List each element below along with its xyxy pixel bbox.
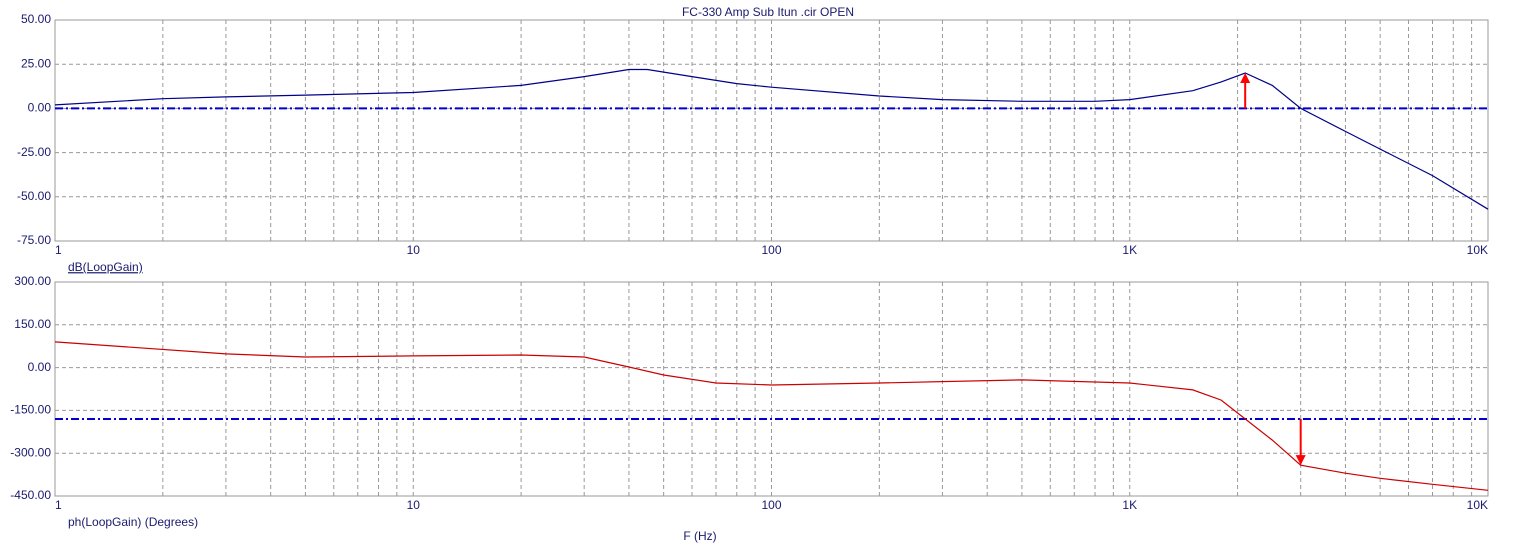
- marker-arrow-head: [1240, 73, 1251, 84]
- y-tick-label: -450.00: [10, 488, 51, 502]
- x-tick-label: 10: [407, 243, 421, 257]
- x-tick-label: 1: [55, 243, 62, 257]
- x-tick-label: 10: [407, 498, 421, 512]
- x-tick-label: 1K: [1122, 498, 1137, 512]
- y-tick-label: -25.00: [17, 145, 51, 159]
- x-tick-label: 100: [761, 498, 781, 512]
- y-tick-label: 0.00: [28, 360, 52, 374]
- x-tick-label: 100: [761, 243, 781, 257]
- series-line: [54, 341, 1489, 491]
- y-tick-label: 25.00: [21, 56, 51, 70]
- y-tick-label: -50.00: [17, 189, 51, 203]
- x-axis-label: F (Hz): [683, 529, 716, 543]
- y-tick-label: 300.00: [14, 274, 51, 288]
- y-tick-label: -75.00: [17, 233, 51, 247]
- x-tick-label: 1K: [1122, 243, 1137, 257]
- series-label: dB(LoopGain): [68, 260, 143, 274]
- x-tick-label: 10K: [1467, 498, 1488, 512]
- x-tick-label: 10K: [1467, 243, 1488, 257]
- marker-arrow-head: [1295, 455, 1306, 466]
- y-tick-label: 150.00: [14, 317, 51, 331]
- y-tick-label: 0.00: [28, 101, 52, 115]
- series-line: [54, 68, 1489, 210]
- y-tick-label: -150.00: [10, 403, 51, 417]
- series-label: ph(LoopGain) (Degrees): [68, 515, 198, 529]
- y-tick-label: -300.00: [10, 445, 51, 459]
- y-tick-label: 50.00: [21, 12, 51, 26]
- chart-title: FC-330 Amp Sub Itun .cir OPEN: [682, 5, 854, 19]
- x-tick-label: 1: [55, 498, 62, 512]
- plot-frame: [54, 19, 1489, 242]
